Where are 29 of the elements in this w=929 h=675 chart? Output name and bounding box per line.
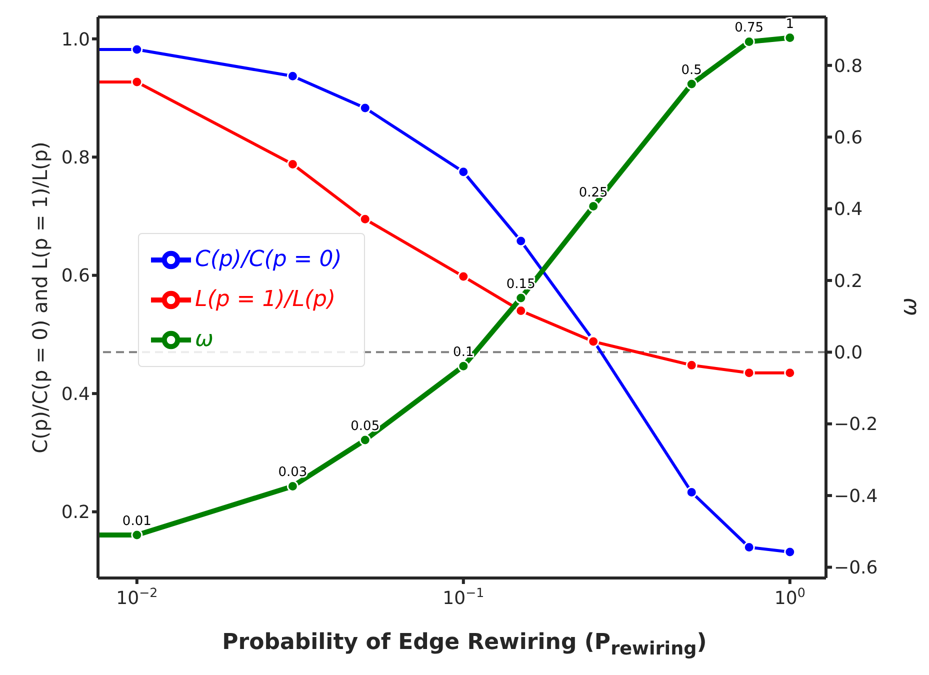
y-tick-label: 0.6: [61, 266, 90, 287]
x-tick-label: 10$^{−2}$: [116, 584, 158, 609]
y2-tick-label: −0.4: [834, 486, 878, 507]
annotation: 0.5: [681, 63, 702, 78]
annotation: 0.01: [122, 514, 152, 529]
y2-tick-label: 0.2: [834, 270, 863, 292]
y-tick-label: 0.4: [61, 384, 90, 405]
y2-tick-label: −0.2: [834, 414, 878, 436]
y2-tick-label: −0.6: [834, 558, 878, 579]
y2-tick-label: 0.8: [834, 56, 863, 77]
x-tick-label: 10$^{−1}$: [442, 584, 484, 609]
legend-label: C(p)/C(p = 0): [195, 247, 342, 272]
annotation: 0.03: [278, 465, 308, 480]
y-axis-title: C(p)/C(p = 0) and L(p = 1)/L(p): [28, 142, 52, 454]
x-axis-title: Probability of Edge Rewiring (P$_{rewiring}$): [221, 630, 708, 660]
y2-tick-label: 0.6: [834, 127, 863, 148]
legend-label: ω: [195, 327, 214, 352]
x-tick-label: 10$^{0}$: [774, 584, 806, 609]
y-tick-label: 1.0: [61, 29, 90, 50]
y2-axis-title: ω: [896, 298, 922, 316]
y2-tick-label: 0.0: [834, 342, 863, 364]
annotation: 1: [786, 16, 794, 32]
legend-label: L(p = 1)/L(p): [195, 287, 336, 312]
annotation: 0.1: [453, 345, 474, 360]
y-tick-label: 0.8: [61, 147, 90, 168]
annotation: 0.75: [734, 20, 764, 36]
y2-tick-label: 0.4: [834, 199, 863, 220]
y-tick-label: 0.2: [61, 502, 90, 524]
annotation: 0.05: [350, 418, 380, 434]
